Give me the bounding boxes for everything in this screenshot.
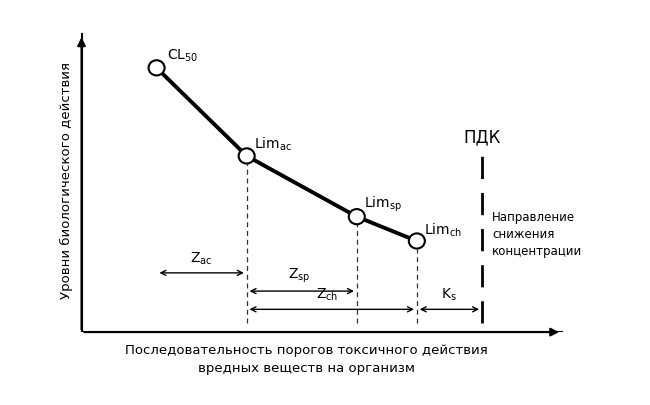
Text: вредных веществ на организм: вредных веществ на организм [198,362,415,375]
Text: Уровни биологического действия: Уровни биологического действия [60,62,73,299]
Text: CL$_{50}$: CL$_{50}$ [166,48,198,64]
Text: Z$_{\mathregular{sp}}$: Z$_{\mathregular{sp}}$ [288,267,311,285]
Text: Lim$_{\mathregular{ac}}$: Lim$_{\mathregular{ac}}$ [254,136,292,153]
Text: Z$_{\mathregular{ch}}$: Z$_{\mathregular{ch}}$ [315,287,338,303]
Text: Lim$_{\mathregular{ch}}$: Lim$_{\mathregular{ch}}$ [424,221,462,239]
Ellipse shape [239,148,255,164]
Text: Lim$_{\mathregular{sp}}$: Lim$_{\mathregular{sp}}$ [364,195,402,214]
Ellipse shape [409,233,425,249]
Ellipse shape [349,209,365,224]
Ellipse shape [149,60,164,75]
Text: Последовательность порогов токсичного действия: Последовательность порогов токсичного де… [125,344,488,357]
Text: Z$_{\mathregular{ac}}$: Z$_{\mathregular{ac}}$ [190,250,213,267]
Text: ПДК: ПДК [463,129,500,147]
Text: Направление
снижения
концентрации: Направление снижения концентрации [492,211,582,258]
Text: K$_{\mathregular{s}}$: K$_{\mathregular{s}}$ [441,287,458,303]
